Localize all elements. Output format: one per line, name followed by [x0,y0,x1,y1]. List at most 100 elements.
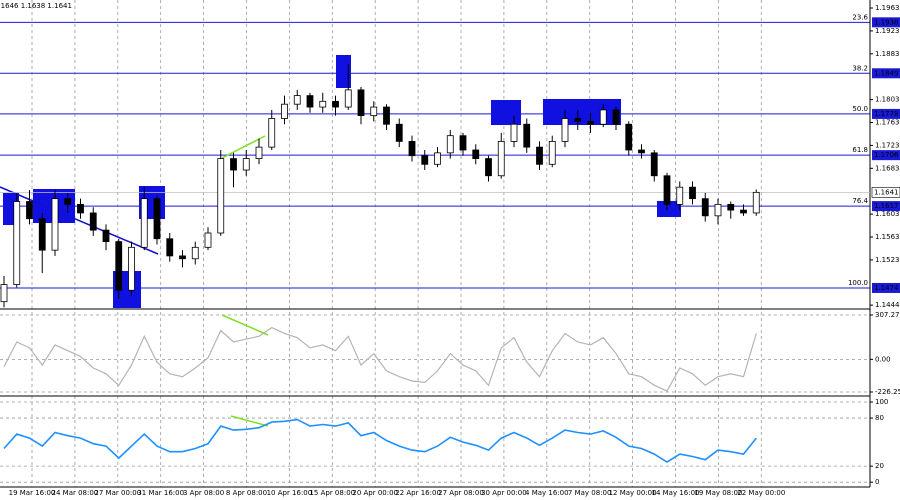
x-tick-label: 30 Apr 00:00 [481,489,527,497]
candle-body [676,186,684,205]
candle-body [179,255,186,260]
candle-body [153,198,161,240]
x-tick-label: 7 May 08:00 [568,489,612,497]
y-tick-label: 1.1723 [875,141,900,149]
y-tick-label: 1.1603 [875,210,900,218]
fib-price-label: 1.1778 [874,110,899,118]
fib-price-box [872,108,900,119]
candle-body [89,212,97,231]
candle-body [51,198,59,251]
candle-body [38,218,46,251]
candle-body [561,118,569,142]
x-tick-label: 10 Apr 16:00 [267,489,313,497]
candle-body [255,146,263,159]
candle-body [638,149,645,154]
fib-price-box [872,68,900,79]
candle-body [485,158,492,177]
fib-price-label: 1.1617 [874,202,899,210]
candle-body [714,203,722,217]
fib-price-box [872,150,900,161]
y-tick-label: 0.00 [875,355,891,363]
fib-price-box [872,201,900,212]
divergence-line [221,135,266,159]
indicator-line [3,326,757,392]
candle-body [281,103,288,119]
x-tick-label: 27 Apr 08:00 [438,489,484,497]
candle-body [370,106,378,117]
fib-level-label: 38.2 [852,64,868,72]
candle-body [357,89,365,117]
candle-body [344,89,352,108]
candle-body [523,123,531,148]
fib-price-label: 1.1938 [874,18,899,26]
y-tick-label: 1.1803 [875,96,900,104]
candle-body [625,123,633,151]
y-tick-label: 1.1523 [875,256,900,264]
x-tick-label: 19 Mar 16:00 [9,489,56,497]
last-price-label: 1.1641 [874,188,899,196]
x-tick-label: 15 Apr 08:00 [309,489,355,497]
candle-body [332,100,339,108]
x-tick-label: 24 Mar 08:00 [52,489,99,497]
candle-body [128,246,135,291]
candle-body [587,120,594,125]
candle-body [64,198,72,205]
divergence-line [230,415,269,427]
candle-body [663,175,671,205]
fib-price-box [872,282,900,293]
x-tick-label: 3 Apr 08:00 [183,489,224,497]
candle-body [77,203,84,214]
fib-level-label: 50.0 [852,105,868,113]
y-tick-label: 1.1883 [875,50,900,58]
fib-price-box [872,17,900,28]
highlight-box [543,99,621,125]
candle-body [191,246,199,260]
candle-body [689,186,696,200]
candle-body [612,109,620,125]
candle-body [421,155,429,165]
x-tick-label: 12 May 00:00 [609,489,657,497]
last-price-box [871,187,900,198]
candle-body [459,135,467,151]
fib-price-label: 1.1474 [874,284,899,292]
fib-level-label: 23.6 [852,13,868,21]
highlight-box [336,55,351,88]
candle-body [115,241,123,291]
x-tick-label: 31 Mar 16:00 [137,489,184,497]
y-tick-label: 1.1963 [875,4,900,12]
indicator-line [3,418,757,464]
candle-body [752,191,760,214]
x-tick-label: 27 Mar 00:00 [94,489,141,497]
y-tick-label: 1.1683 [875,164,900,172]
candle-body [140,198,148,248]
candle-body [740,209,747,214]
x-tick-label: 22 May 00:00 [737,489,785,497]
x-tick-label: 20 Apr 00:00 [352,489,398,497]
candle-body [472,149,480,159]
candle-body [446,135,454,154]
candle-body [0,284,8,303]
x-tick-label: 14 May 16:00 [651,489,699,497]
x-tick-label: 19 May 08:00 [694,489,742,497]
candle-body [510,123,518,142]
divergence-line [221,314,269,336]
y-tick-label: 1.1763 [875,119,900,127]
x-tick-label: 8 Apr 08:00 [226,489,267,497]
candle-body [102,229,110,242]
x-tick-label: 4 May 16:00 [525,489,569,497]
candle-body [599,109,607,125]
y-tick-label: 1.1923 [875,27,900,35]
y-tick-label: 0 [875,478,879,486]
ohlc-header: 1.1646 1.1638 1.1641 [0,2,72,10]
fib-level-label: 76.4 [852,197,868,205]
fib-level-label: 61.8 [852,146,868,154]
highlight-box [657,201,681,217]
candle-body [26,201,33,220]
candle-body [242,158,250,171]
candle-body [166,238,174,257]
y-tick-label: -226.256 [875,388,900,396]
y-tick-label: 1.1444 [875,301,900,309]
candle-body [383,106,390,125]
fib-level-label: 100.0 [848,279,868,287]
